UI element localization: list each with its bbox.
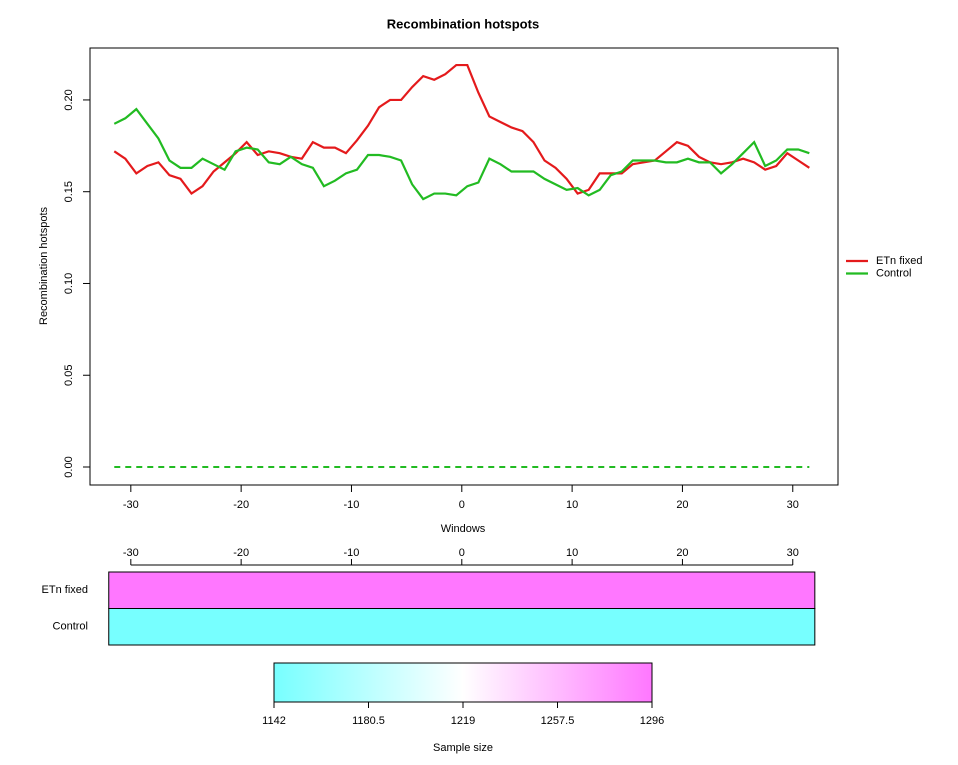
y-tick-label: 0.05	[63, 365, 75, 386]
x-tick-label: 20	[676, 547, 688, 559]
colorbar-tick-label: 1257.5	[541, 715, 575, 727]
colorbar	[273, 662, 653, 703]
data-line	[113, 63, 810, 196]
colorbar-label: Sample size	[433, 742, 493, 754]
x-tick-label: 10	[566, 499, 578, 511]
heat-cell	[108, 571, 816, 609]
legend-label: Control	[876, 267, 911, 279]
x-tick-label: 0	[459, 547, 465, 559]
x-tick-label: 0	[459, 499, 465, 511]
colorbar-tick-label: 1180.5	[352, 715, 385, 727]
x-tick-label: 10	[566, 547, 578, 559]
legend-label: ETn fixed	[876, 255, 922, 267]
x-tick-label: -10	[344, 499, 360, 511]
x-tick-label: -20	[233, 499, 249, 511]
x-tick-label: -30	[123, 499, 139, 511]
colorbar-tick-label: 1296	[640, 715, 664, 727]
x-tick-label: -20	[233, 547, 249, 559]
data-line	[113, 107, 810, 201]
x-tick-label: -10	[344, 547, 360, 559]
row-label: Control	[53, 621, 88, 633]
chart-title: Recombination hotspots	[387, 16, 539, 31]
x-tick-label: 30	[787, 499, 799, 511]
y-tick-label: 0.20	[63, 89, 75, 110]
heat-cell	[108, 608, 816, 646]
x-tick-label: 30	[787, 547, 799, 559]
colorbar-tick-label: 1219	[451, 715, 475, 727]
x-tick-label: -30	[123, 547, 139, 559]
plot-frame	[89, 47, 839, 486]
y-tick-label: 0.15	[63, 181, 75, 202]
y-axis-label: Recombination hotspots	[38, 206, 50, 325]
y-tick-label: 0.10	[63, 273, 75, 294]
row-label: ETn fixed	[42, 584, 88, 596]
colorbar-tick-label: 1142	[262, 715, 286, 727]
x-tick-label: 20	[676, 499, 688, 511]
y-tick-label: 0.00	[63, 456, 75, 477]
x-axis-label: Windows	[441, 523, 486, 535]
